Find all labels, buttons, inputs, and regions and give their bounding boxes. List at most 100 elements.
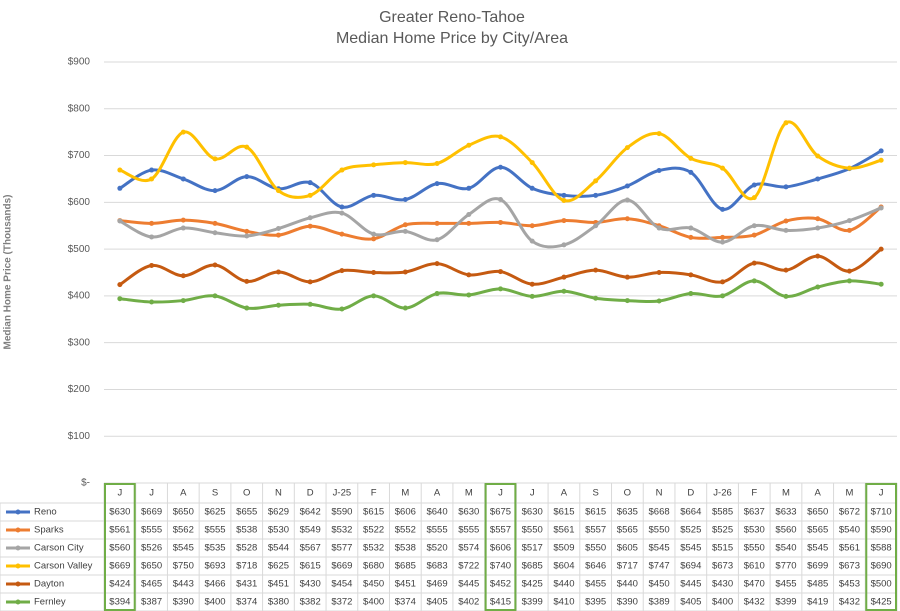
table-cell: $538 — [236, 525, 257, 536]
data-point — [688, 272, 694, 278]
data-point — [180, 176, 186, 182]
table-cell: $535 — [204, 543, 225, 554]
data-point — [434, 291, 440, 297]
table-cell: $685 — [395, 561, 416, 572]
data-point — [815, 225, 821, 231]
table-cell: $606 — [395, 507, 416, 518]
table-cell: $387 — [141, 597, 162, 608]
table-cell: $690 — [871, 561, 892, 572]
data-point — [180, 217, 186, 223]
table-cell: $374 — [236, 597, 257, 608]
data-point — [180, 273, 186, 279]
table-cell: $532 — [363, 543, 384, 554]
x-tick-label: J — [149, 488, 154, 499]
x-tick-label: O — [624, 488, 631, 499]
table-cell: $399 — [522, 597, 543, 608]
data-point — [529, 293, 535, 299]
data-point — [688, 169, 694, 175]
data-point — [561, 192, 567, 198]
table-cell: $485 — [807, 579, 828, 590]
data-point — [117, 185, 123, 191]
series-line — [119, 247, 883, 286]
x-tick-label: S — [212, 488, 218, 499]
data-point — [751, 195, 757, 201]
table-cell: $405 — [426, 597, 447, 608]
data-point — [466, 220, 472, 226]
data-point — [720, 279, 726, 285]
table-cell: $400 — [204, 597, 225, 608]
x-tick-label: A — [434, 488, 441, 499]
data-point — [434, 261, 440, 267]
table-cell: $567 — [300, 543, 321, 554]
x-tick-label: J-26 — [713, 488, 731, 499]
data-point — [593, 267, 599, 273]
data-point — [212, 220, 218, 226]
table-cell: $555 — [458, 525, 479, 536]
table-cell: $664 — [680, 507, 701, 518]
table-cell: $399 — [775, 597, 796, 608]
table-cell: $425 — [522, 579, 543, 590]
data-point — [244, 233, 250, 239]
table-cell: $443 — [173, 579, 194, 590]
data-point — [466, 292, 472, 298]
legend-label: Sparks — [34, 525, 64, 536]
table-cell: $550 — [744, 543, 765, 554]
table-cell: $520 — [426, 543, 447, 554]
table-cell: $740 — [490, 561, 511, 572]
x-tick-label: J — [879, 488, 884, 499]
data-point — [878, 157, 884, 163]
legend-marker — [15, 509, 21, 515]
table-cell: $530 — [744, 525, 765, 536]
table-cell: $544 — [268, 543, 289, 554]
legend-label: Reno — [34, 507, 57, 518]
table-cell: $650 — [807, 507, 828, 518]
data-point — [846, 268, 852, 274]
data-point — [244, 174, 250, 180]
data-point — [783, 120, 789, 126]
y-tick-label: $400 — [68, 291, 91, 302]
legend-label: Fernley — [34, 597, 66, 608]
data-point — [656, 270, 662, 275]
data-point — [751, 223, 757, 229]
table-cell: $669 — [141, 507, 162, 518]
table-cell: $432 — [839, 597, 860, 608]
table-cell: $750 — [173, 561, 194, 572]
table-cell: $550 — [522, 525, 543, 536]
table-cell: $552 — [395, 525, 416, 536]
data-point — [180, 225, 186, 231]
table-cell: $455 — [775, 579, 796, 590]
data-point — [402, 160, 408, 166]
data-point — [498, 164, 503, 170]
table-cell: $642 — [300, 507, 321, 518]
y-tick-label: $700 — [68, 150, 91, 161]
table-cell: $680 — [363, 561, 384, 572]
data-point — [307, 192, 313, 198]
x-tick-label: M — [401, 488, 409, 499]
table-cell: $445 — [458, 579, 479, 590]
data-point — [402, 228, 408, 234]
legend-label: Dayton — [34, 579, 64, 590]
table-cell: $405 — [680, 597, 701, 608]
table-cell: $605 — [617, 543, 638, 554]
table-cell: $604 — [553, 561, 574, 572]
table-cell: $545 — [649, 543, 670, 554]
data-point — [466, 142, 472, 148]
table-cell: $669 — [109, 561, 130, 572]
x-tick-label: M — [845, 488, 853, 499]
table-cell: $440 — [553, 579, 574, 590]
data-point — [751, 182, 757, 188]
data-point — [751, 232, 757, 238]
table-cell: $509 — [553, 543, 574, 554]
table-cell: $522 — [363, 525, 384, 536]
x-tick-label: N — [656, 488, 663, 499]
table-cell: $565 — [617, 525, 638, 536]
table-cell: $395 — [585, 597, 606, 608]
table-cell: $415 — [490, 597, 511, 608]
data-point — [339, 268, 345, 274]
data-point — [561, 218, 567, 224]
table-cell: $382 — [300, 597, 321, 608]
table-cell: $430 — [300, 579, 321, 590]
table-cell: $675 — [490, 507, 511, 518]
data-point — [149, 299, 155, 305]
legend-marker — [15, 563, 21, 569]
